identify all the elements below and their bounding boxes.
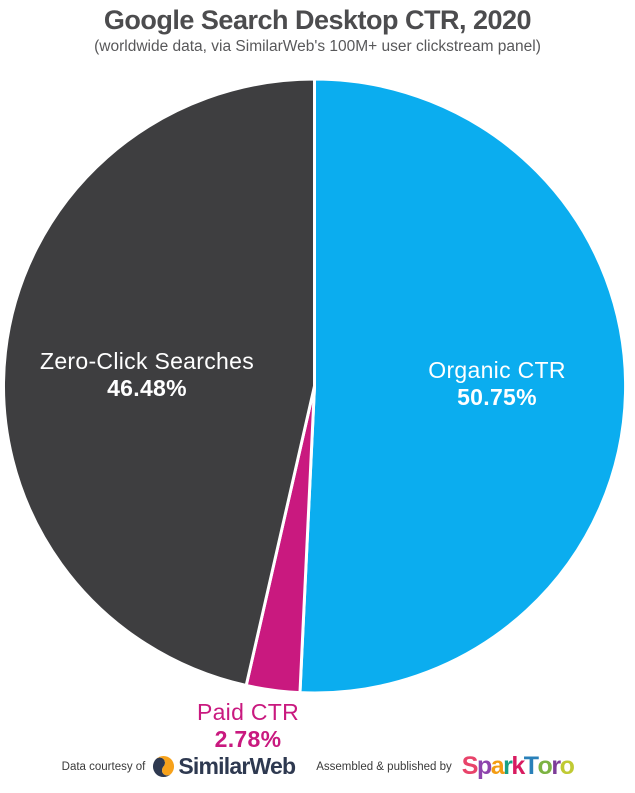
data-courtesy-caption: Data courtesy of (61, 760, 146, 773)
sparktoro-letter: o (537, 752, 553, 780)
pie-slice-organic-ctr (298, 77, 627, 695)
sparktoro-letter: k (511, 752, 525, 780)
sparktoro-wordmark: SparkToro (461, 752, 575, 781)
sparktoro-letter: o (559, 752, 575, 780)
sparktoro-letter: r (551, 752, 561, 780)
sparktoro-letter: T (523, 752, 539, 780)
sparktoro-letter: p (476, 752, 492, 780)
chart-subtitle: (worldwide data, via SimilarWeb's 100M+ … (94, 38, 541, 55)
slice-name: Paid CTR (196, 699, 300, 725)
attribution-footer: Data courtesy of SimilarWeb Assembled & … (0, 752, 635, 781)
slice-percentage: 2.78% (214, 726, 282, 752)
sparktoro-letter: S (461, 752, 479, 780)
slice-label-paid: Paid CTR 2.78% (148, 698, 348, 752)
chart-title: Google Search Desktop CTR, 2020 (103, 5, 532, 35)
similarweb-logo: SimilarWeb (152, 753, 296, 780)
sparktoro-letter: r (503, 752, 513, 780)
pie-slice-zero-click-searches (2, 77, 316, 687)
assembled-by-caption: Assembled & published by (316, 760, 452, 773)
pie-chart (2, 77, 627, 695)
sparktoro-letter: a (490, 752, 505, 780)
similarweb-swirl-icon (153, 755, 175, 778)
chart-header: Google Search Desktop CTR, 2020 (worldwi… (0, 4, 635, 57)
similarweb-wordmark: SimilarWeb (178, 753, 296, 779)
